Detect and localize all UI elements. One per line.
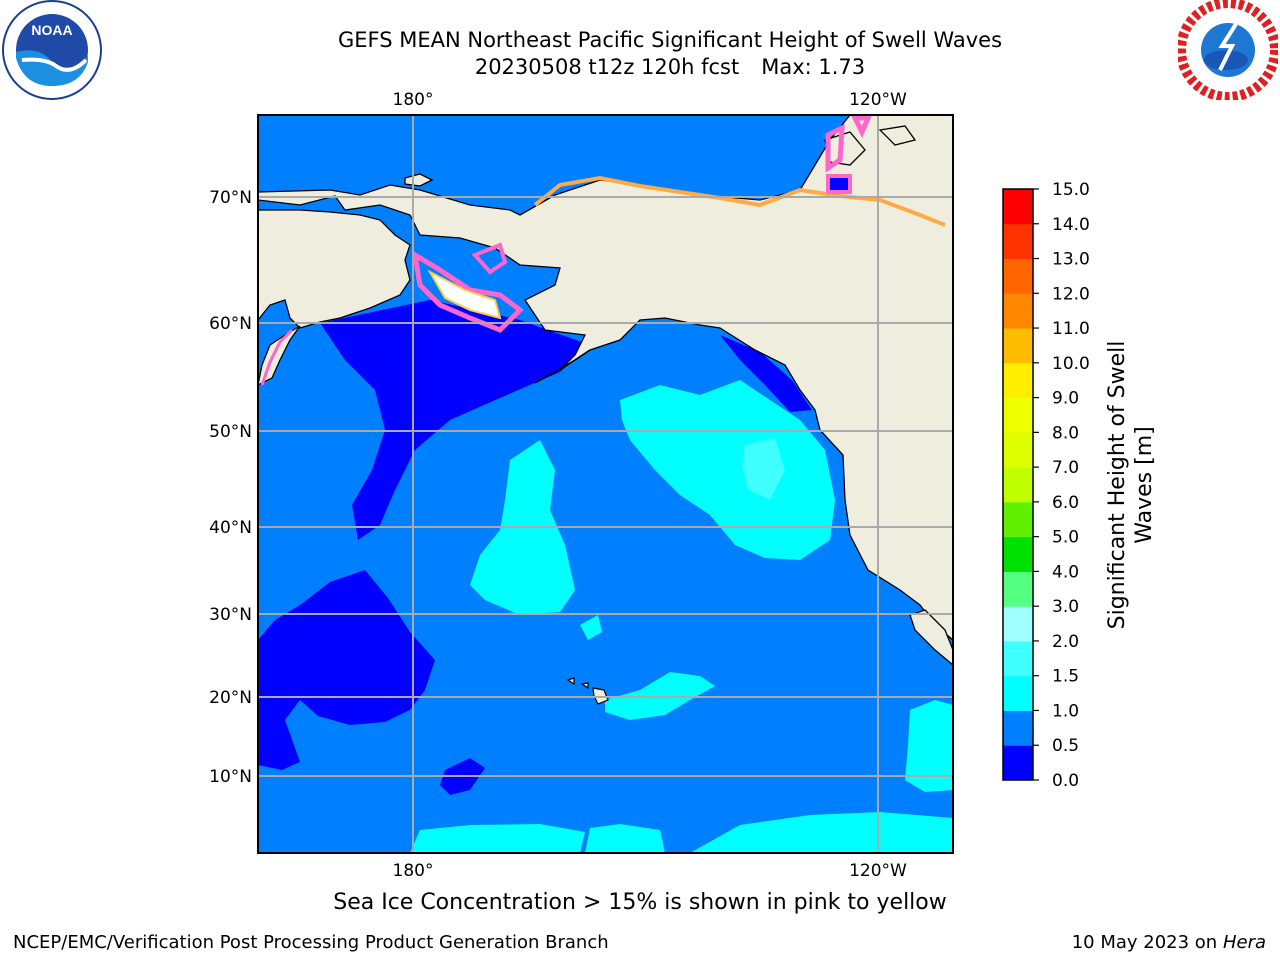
nws-logo-icon bbox=[1178, 0, 1278, 100]
colorbar-ticks: 0.0 0.5 1.0 1.5 2.0 3.0 4.0 5.0 6.0 7.0 8.0 9.0 10.0… bbox=[1033, 180, 1090, 791]
colorbar-frame bbox=[1002, 188, 1034, 781]
light-swell-patch bbox=[742, 438, 785, 500]
top-lon-label-180: 180° bbox=[393, 90, 434, 110]
aleutian-islands bbox=[534, 349, 591, 384]
colorbar-segment bbox=[1003, 675, 1033, 711]
sea-ice-hudson bbox=[826, 174, 852, 194]
colorbar-segment bbox=[1003, 606, 1033, 642]
sea-ice-norton bbox=[471, 242, 508, 275]
colorbar-segment bbox=[1003, 362, 1033, 399]
colorbar-tick-label: 11.0 bbox=[1052, 319, 1090, 339]
small-swell-patch bbox=[580, 615, 602, 640]
colorbar-tick-label: 0.5 bbox=[1052, 736, 1079, 756]
bottom-lon-label-180: 180° bbox=[393, 861, 434, 881]
colorbar-segment bbox=[1003, 640, 1033, 677]
sea-ice-bering bbox=[411, 250, 524, 333]
colorbar-tick-label: 3.0 bbox=[1052, 597, 1079, 617]
colorbar-segment bbox=[1003, 258, 1033, 294]
colorbar-segment bbox=[1003, 397, 1033, 433]
colorbar-segment bbox=[1003, 432, 1033, 468]
colorbar bbox=[1003, 189, 1033, 781]
west-pacific-calm-region bbox=[258, 570, 435, 770]
lat-label-50n: 50°N bbox=[209, 422, 252, 442]
colorbar-segment bbox=[1003, 501, 1033, 538]
colorbar-segment bbox=[1003, 328, 1033, 364]
colorbar-tick-label: 5.0 bbox=[1052, 528, 1079, 548]
sea-ice-bering-inner bbox=[427, 269, 502, 320]
colorbar-segment bbox=[1003, 745, 1033, 781]
colorbar-tick-label: 10.0 bbox=[1052, 354, 1090, 374]
map-gridlines bbox=[258, 115, 953, 853]
lat-label-60n: 60°N bbox=[209, 314, 252, 334]
forecast-run: 20230508 t12z 120h fcst bbox=[474, 55, 740, 79]
colorbar-segment bbox=[1003, 536, 1033, 572]
lat-label-20n: 20°N bbox=[209, 688, 252, 708]
siberia-land bbox=[258, 209, 411, 329]
northeast-swell-region bbox=[620, 380, 835, 560]
chart-title: GEFS MEAN Northeast Pacific Significant … bbox=[337, 28, 1003, 52]
colorbar-tick-label: 15.0 bbox=[1052, 180, 1090, 200]
colorbar-label-line1: Significant Height of Swell bbox=[1105, 341, 1130, 630]
equatorial-swell-region bbox=[410, 812, 953, 853]
lat-label-10n: 10°N bbox=[209, 767, 252, 787]
alaska-land bbox=[258, 115, 953, 641]
max-value: Max: 1.73 bbox=[761, 55, 866, 79]
noaa-logo-text: NOAA bbox=[31, 22, 72, 38]
footer-host: Hera bbox=[1222, 932, 1266, 953]
lat-label-30n: 30°N bbox=[209, 605, 252, 625]
top-lon-label-120w: 120°W bbox=[849, 90, 907, 110]
footer-date: 10 May 2023 on Hera bbox=[1072, 932, 1266, 953]
sea-ice-arctic bbox=[533, 175, 946, 227]
colorbar-segment bbox=[1003, 467, 1033, 503]
colorbar-tick-label: 14.0 bbox=[1052, 215, 1090, 235]
colorbar-tick-label: 12.0 bbox=[1052, 284, 1090, 304]
colorbar-segment bbox=[1003, 293, 1033, 329]
lat-label-40n: 40°N bbox=[209, 518, 252, 538]
sea-ice-okhotsk bbox=[260, 328, 294, 386]
sea-ice-caption: Sea Ice Concentration > 15% is shown in … bbox=[333, 890, 947, 915]
colorbar-label-line2: Waves [m] bbox=[1132, 426, 1157, 543]
colorbar-segment bbox=[1003, 223, 1033, 260]
lat-label-70n: 70°N bbox=[209, 188, 252, 208]
colorbar-segment bbox=[1003, 571, 1033, 607]
map-frame bbox=[257, 114, 954, 854]
colorbar-tick-label: 1.0 bbox=[1052, 701, 1079, 721]
colorbar-segment bbox=[1003, 710, 1033, 746]
sea-ice-north bbox=[825, 115, 872, 173]
colorbar-segment bbox=[1003, 189, 1033, 225]
chart-subtitle: 20230508 t12z 120h fcst Max: 1.73 bbox=[180, 54, 1160, 80]
gulf-alaska-calm-strip bbox=[720, 335, 812, 412]
bottom-lon-label-120w: 120°W bbox=[849, 861, 907, 881]
map-plot-area bbox=[258, 115, 953, 853]
noaa-logo-icon: NOAA bbox=[2, 0, 102, 100]
colorbar-tick-label: 2.0 bbox=[1052, 632, 1079, 652]
colorbar-tick-label: 1.5 bbox=[1052, 667, 1079, 687]
colorbar-tick-label: 4.0 bbox=[1052, 562, 1079, 582]
southeast-swell-region bbox=[905, 700, 953, 792]
bering-calm-region bbox=[320, 300, 590, 540]
footer-date-text: 10 May 2023 on bbox=[1071, 932, 1218, 953]
colorbar-tick-label: 9.0 bbox=[1052, 389, 1079, 409]
colorbar-tick-label: 6.0 bbox=[1052, 493, 1079, 513]
footer-producer: NCEP/EMC/Verification Post Processing Pr… bbox=[13, 932, 609, 953]
colorbar-label: Significant Height of Swell Waves [m] bbox=[1105, 341, 1157, 630]
colorbar-tick-label: 13.0 bbox=[1052, 250, 1090, 270]
colorbar-tick-label: 7.0 bbox=[1052, 458, 1079, 478]
colorbar-tick-label: 0.0 bbox=[1052, 771, 1079, 791]
colorbar-tick-label: 8.0 bbox=[1052, 423, 1079, 443]
